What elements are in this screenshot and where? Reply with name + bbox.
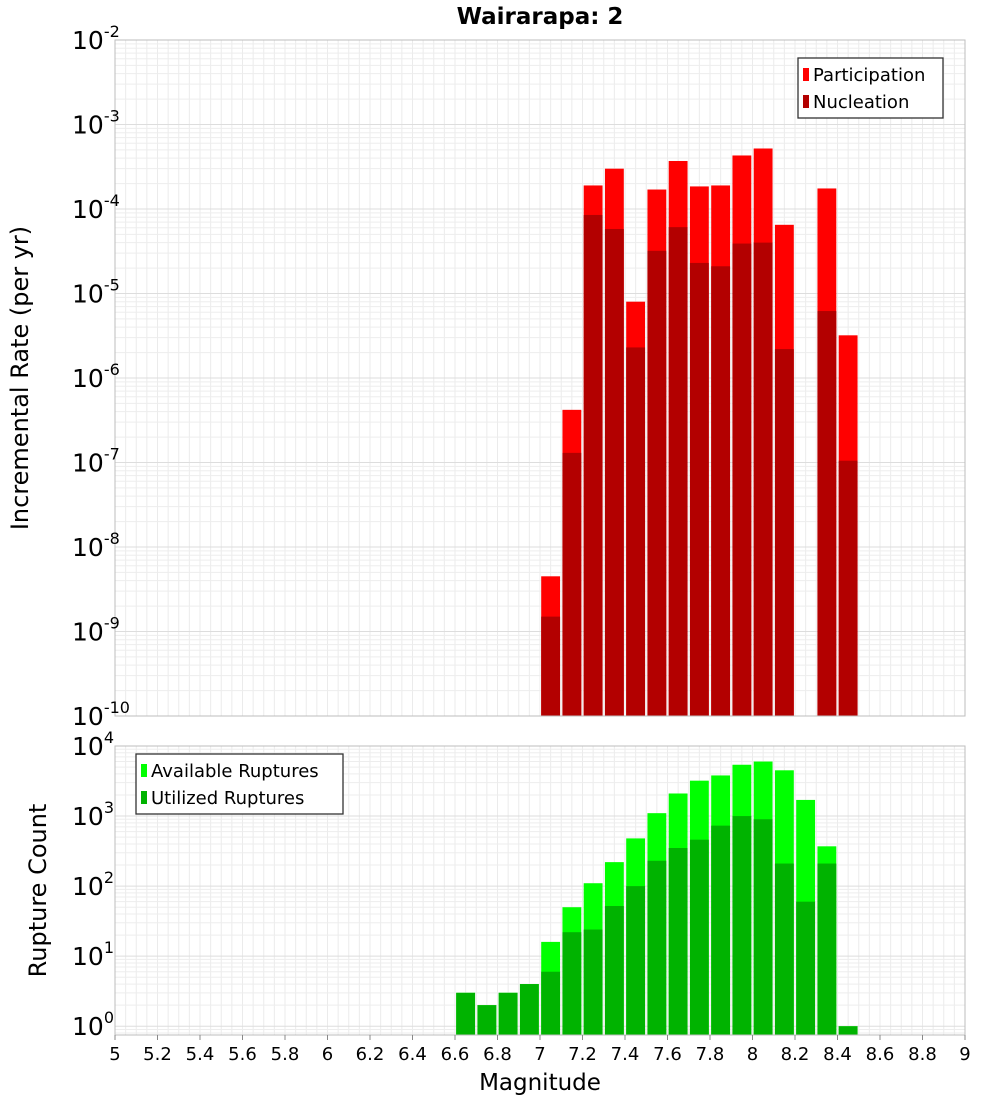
bar — [456, 992, 476, 1035]
bar — [668, 227, 688, 716]
legend-swatch — [141, 791, 147, 804]
y-axis-label: Rupture Count — [24, 804, 52, 978]
bar — [626, 886, 646, 1035]
y-tick-label: 10-3 — [72, 107, 120, 140]
y-tick-label: 101 — [72, 938, 114, 971]
bar — [753, 819, 773, 1035]
y-tick-label: 10-6 — [72, 360, 120, 393]
bar — [689, 262, 709, 716]
bar — [711, 825, 731, 1035]
bar — [541, 971, 561, 1035]
legend-label: Participation — [813, 65, 925, 86]
x-tick-label: 7.8 — [696, 1044, 725, 1065]
bar — [477, 1005, 497, 1035]
y-tick-label: 10-7 — [72, 445, 120, 478]
bar — [498, 992, 518, 1035]
x-tick-label: 8.2 — [781, 1044, 810, 1065]
chart-title: Wairarapa: 2 — [457, 4, 624, 30]
x-tick-label: 6 — [322, 1044, 333, 1065]
bar — [583, 929, 603, 1035]
plot-frame — [114, 39, 966, 717]
series-utilized-ruptures — [456, 816, 858, 1035]
x-tick-label: 5 — [109, 1044, 120, 1065]
bar — [796, 901, 816, 1035]
bar — [604, 228, 624, 716]
legend-label: Utilized Ruptures — [151, 788, 304, 809]
bar — [689, 839, 709, 1035]
count-chart: 100 101 102 103 104 Rupture Count 5 5.2 5.4 5.6 5.… — [24, 728, 971, 1096]
x-tick-label: 6.8 — [483, 1044, 512, 1065]
bar — [519, 984, 539, 1035]
bar — [541, 616, 561, 716]
x-tick-label: 5.2 — [143, 1044, 172, 1065]
y-tick-label: 104 — [72, 728, 114, 761]
y-tick-label: 10-4 — [72, 191, 120, 224]
y-tick-label: 10-8 — [72, 529, 120, 562]
legend-swatch — [141, 764, 147, 777]
bar — [774, 863, 794, 1035]
bar — [562, 452, 582, 716]
x-tick-label: 5.4 — [186, 1044, 215, 1065]
legend: Available Ruptures Utilized Ruptures — [135, 753, 344, 815]
bar — [647, 250, 667, 716]
bar — [838, 1026, 858, 1035]
bar — [711, 266, 731, 716]
legend-label: Nucleation — [813, 92, 909, 113]
y-axis-label: Incremental Rate (per yr) — [6, 226, 34, 530]
y-tick-label: 10-5 — [72, 276, 120, 309]
x-tick-label: 7.6 — [653, 1044, 682, 1065]
bar — [647, 860, 667, 1035]
series-nucleation — [541, 214, 858, 717]
x-tick-label: 6.4 — [398, 1044, 427, 1065]
bar — [838, 460, 858, 716]
y-tick-label: 10-2 — [72, 22, 120, 55]
x-tick-label: 8.4 — [823, 1044, 852, 1065]
rate-chart: 10-10 10-9 10-8 10-7 10-6 10-5 10-4 10-3 10-2 Inc… — [6, 4, 966, 731]
bar — [817, 863, 837, 1035]
x-tick-label: 5.6 — [228, 1044, 257, 1065]
bar — [817, 311, 837, 716]
y-tick-label: 10-10 — [72, 698, 130, 731]
bar — [604, 906, 624, 1035]
legend-swatch — [803, 68, 809, 81]
y-tick-label: 103 — [72, 798, 114, 831]
x-tick-label: 6.6 — [441, 1044, 470, 1065]
x-tick-label: 9 — [959, 1044, 970, 1065]
x-tick-label: 7.4 — [611, 1044, 640, 1065]
y-tick-label: 10-9 — [72, 614, 120, 647]
bar — [626, 347, 646, 716]
legend-box — [797, 57, 944, 119]
bar — [774, 349, 794, 716]
bar — [668, 848, 688, 1035]
legend-box — [135, 753, 344, 815]
bar — [732, 243, 752, 716]
x-tick-label: 6.2 — [356, 1044, 385, 1065]
x-tick-label: 8.6 — [866, 1044, 895, 1065]
x-axis-label: Magnitude — [479, 1070, 601, 1096]
x-tick-label: 7 — [534, 1044, 545, 1065]
y-tick-label: 100 — [72, 1008, 114, 1041]
bar — [753, 242, 773, 717]
x-tick-label: 8.8 — [908, 1044, 937, 1065]
legend-label: Available Ruptures — [151, 761, 319, 782]
bar — [562, 932, 582, 1035]
legend: Participation Nucleation — [797, 57, 944, 119]
bar — [732, 816, 752, 1035]
bar — [583, 214, 603, 716]
x-tick-label: 7.2 — [568, 1044, 597, 1065]
legend-swatch — [803, 95, 809, 108]
x-tick-label: 8 — [747, 1044, 758, 1065]
x-tick-label: 5.8 — [271, 1044, 300, 1065]
grid — [114, 39, 966, 717]
y-tick-label: 102 — [72, 868, 114, 901]
